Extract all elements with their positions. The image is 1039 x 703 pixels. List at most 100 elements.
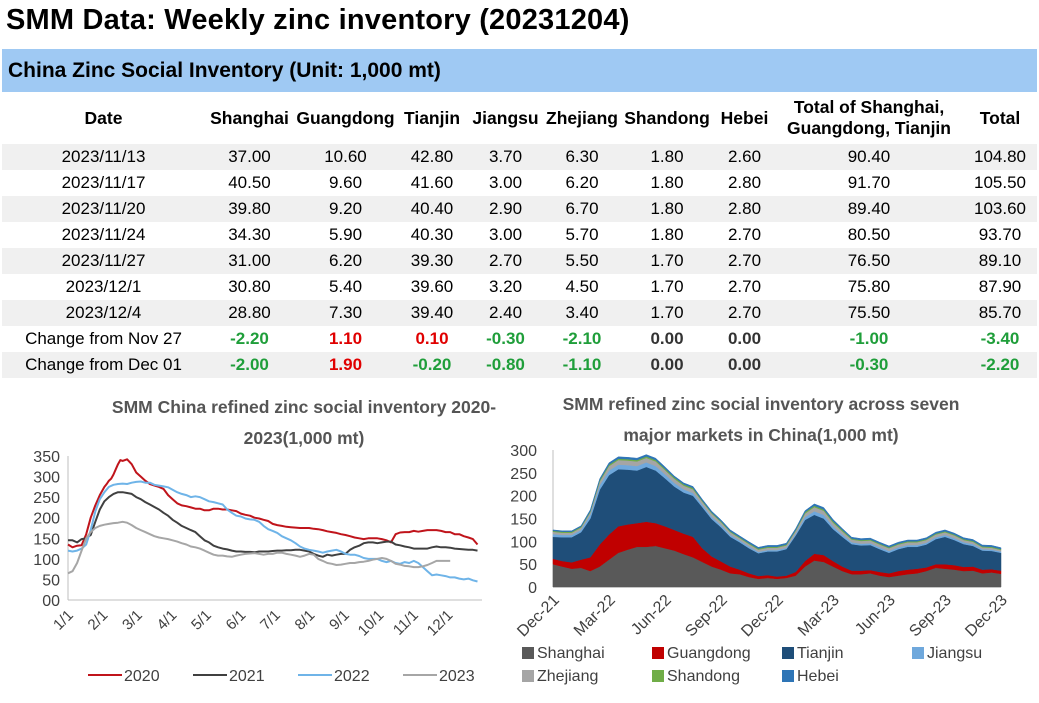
change-row: Change from Dec 01 -2.00 1.90 -0.20 -0.80 -1.… bbox=[2, 352, 1037, 378]
y-tick-label: 250 bbox=[510, 466, 537, 483]
chart-title-right: SMM refined zinc social inventory across… bbox=[562, 394, 960, 445]
y-tick-label: 100 bbox=[33, 552, 60, 569]
table-cell: 2.70 bbox=[714, 222, 775, 248]
x-tick-label: 8/1 bbox=[292, 607, 319, 634]
table-cell: 37.00 bbox=[205, 144, 294, 170]
change-row: Change from Nov 27 -2.20 1.10 0.10 -0.30 -2.1… bbox=[2, 326, 1037, 352]
table-cell: 39.60 bbox=[397, 274, 467, 300]
legend-label-2023: 2023 bbox=[439, 668, 475, 685]
area-series-Hebei bbox=[552, 454, 1002, 550]
change-cell: 0.00 bbox=[714, 326, 775, 352]
x-tick-label: 3/1 bbox=[119, 607, 146, 634]
table-row: 2023/11/27 31.00 6.20 39.30 2.70 5.50 1.70 2.70… bbox=[2, 248, 1037, 274]
table-cell: 2.40 bbox=[467, 300, 544, 326]
line-chart-yearly-inventory: 00 50 100 150 200 250 300 350 1/1 2/1 3/1 4/1 5/1 6/1… bbox=[33, 449, 482, 685]
table-row: 2023/11/24 34.30 5.90 40.30 3.00 5.70 1.80 2.70… bbox=[2, 222, 1037, 248]
change-cell: -2.10 bbox=[544, 326, 620, 352]
table-cell: 1.70 bbox=[620, 300, 714, 326]
table-cell: 28.80 bbox=[205, 300, 294, 326]
table-cell: 39.40 bbox=[397, 300, 467, 326]
table-cell: 3.70 bbox=[467, 144, 544, 170]
column-header: Date bbox=[84, 107, 123, 128]
section-header-band: China Zinc Social Inventory (Unit: 1,000… bbox=[2, 49, 1037, 92]
x-tick-label: 12/1 bbox=[424, 607, 457, 640]
x-tick-label: 11/1 bbox=[390, 607, 422, 639]
legend-label-Guangdong: Guangdong bbox=[667, 645, 751, 662]
x-tick-label: 5/1 bbox=[188, 607, 215, 634]
series-line-2022 bbox=[67, 480, 478, 583]
change-cell: 1.90 bbox=[294, 352, 397, 378]
x-tick-label: Mar-22 bbox=[571, 592, 619, 640]
change-label: Change from Dec 01 bbox=[2, 352, 205, 378]
legend-swatch-Jiangsu bbox=[912, 647, 924, 659]
table-cell: 2.70 bbox=[467, 248, 544, 274]
table-cell: 2.90 bbox=[467, 196, 544, 222]
x-tick-label: Sep-23 bbox=[906, 592, 955, 641]
table-cell: 2.80 bbox=[714, 196, 775, 222]
table-cell: 9.20 bbox=[294, 196, 397, 222]
x-tick-label: 10/1 bbox=[355, 607, 388, 640]
table-cell: 6.20 bbox=[544, 170, 620, 196]
table-cell: 76.50 bbox=[775, 248, 963, 274]
table-cell: 40.40 bbox=[397, 196, 467, 222]
x-tick-label: 4/1 bbox=[154, 607, 181, 634]
x-tick-label: Dec-23 bbox=[962, 592, 1011, 641]
change-cell: 0.00 bbox=[620, 326, 714, 352]
legend-label-2021: 2021 bbox=[229, 668, 265, 685]
change-cell: 1.10 bbox=[294, 326, 397, 352]
table-row: 2023/12/1 30.80 5.40 39.60 3.20 4.50 1.70 2.70 7… bbox=[2, 274, 1037, 300]
table-cell: 1.70 bbox=[620, 274, 714, 300]
y-tick-label: 50 bbox=[519, 557, 537, 574]
table-cell: 5.90 bbox=[294, 222, 397, 248]
change-cell: -0.80 bbox=[467, 352, 544, 378]
change-cell: -0.30 bbox=[467, 326, 544, 352]
x-tick-label: Jun-23 bbox=[852, 592, 899, 639]
x-tick-label: 7/1 bbox=[257, 607, 284, 634]
table-cell: 89.10 bbox=[963, 248, 1037, 274]
column-header: Shandong bbox=[624, 107, 710, 128]
legend-label-Hebei: Hebei bbox=[797, 668, 839, 685]
legend-label-2022: 2022 bbox=[334, 668, 370, 685]
table-cell: 104.80 bbox=[963, 144, 1037, 170]
legend-swatch-Tianjin bbox=[782, 647, 794, 659]
series-line-2021 bbox=[68, 491, 478, 558]
table-cell: 90.40 bbox=[775, 144, 963, 170]
change-cell: 0.10 bbox=[397, 326, 467, 352]
column-header: Jiangsu bbox=[472, 107, 539, 128]
table-cell: 4.50 bbox=[544, 274, 620, 300]
y-tick-label: 0 bbox=[528, 580, 537, 597]
x-tick-label: 2/1 bbox=[85, 607, 112, 634]
inventory-table: Date Shanghai Guangdong Tianjin Jiangsu Zheji… bbox=[2, 92, 1037, 378]
legend-label-Zhejiang: Zhejiang bbox=[537, 668, 598, 685]
table-cell: 30.80 bbox=[205, 274, 294, 300]
table-cell: 2.80 bbox=[714, 170, 775, 196]
table-cell: 93.70 bbox=[963, 222, 1037, 248]
table-cell: 2.70 bbox=[714, 248, 775, 274]
change-cell: 0.00 bbox=[714, 352, 775, 378]
table-cell: 40.30 bbox=[397, 222, 467, 248]
y-tick-label: 250 bbox=[33, 490, 60, 507]
chart-title-left: SMM China refined zinc social inventory … bbox=[111, 397, 497, 448]
x-tick-label: 1/1 bbox=[50, 607, 77, 634]
y-tick-label: 150 bbox=[510, 512, 537, 529]
table-cell: 75.50 bbox=[775, 300, 963, 326]
table-cell: 75.80 bbox=[775, 274, 963, 300]
column-header: Tianjin bbox=[403, 107, 461, 128]
change-cell: -1.10 bbox=[544, 352, 620, 378]
table-cell: 9.60 bbox=[294, 170, 397, 196]
table-cell: 85.70 bbox=[963, 300, 1037, 326]
table-cell: 5.50 bbox=[544, 248, 620, 274]
table-cell: 87.90 bbox=[963, 274, 1037, 300]
y-tick-label: 300 bbox=[510, 443, 537, 460]
y-tick-label: 200 bbox=[33, 511, 60, 528]
y-tick-label: 00 bbox=[42, 593, 60, 610]
table-cell: 7.30 bbox=[294, 300, 397, 326]
table-cell: 2023/11/13 bbox=[2, 144, 205, 170]
y-tick-label: 50 bbox=[42, 572, 60, 589]
table-cell: 91.70 bbox=[775, 170, 963, 196]
table-cell: 2023/11/24 bbox=[2, 222, 205, 248]
table-cell: 1.80 bbox=[620, 222, 714, 248]
table-cell: 2023/12/4 bbox=[2, 300, 205, 326]
table-cell: 1.80 bbox=[620, 170, 714, 196]
